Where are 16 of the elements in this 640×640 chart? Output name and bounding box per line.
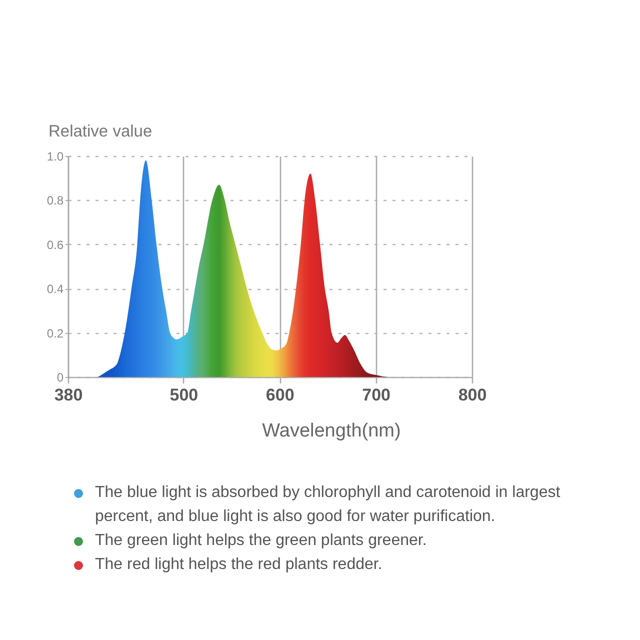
- x-tick-label: 800: [458, 386, 487, 404]
- x-tick-label: 500: [170, 386, 198, 404]
- x-tick-label: 700: [362, 386, 390, 404]
- x-tick-label: 600: [266, 386, 294, 404]
- y-tick-label: 0.8: [46, 194, 64, 208]
- y-tick-label: 0.6: [46, 238, 64, 252]
- x-axis-title: Wavelength(nm): [262, 420, 401, 442]
- y-tick-label: 0: [56, 370, 64, 384]
- y-tick-label: 0.2: [46, 326, 64, 340]
- x-tick-label: 380: [54, 386, 83, 404]
- y-axis-title: Relative value: [48, 122, 152, 140]
- text: The green light helps the green plants greener.: [95, 532, 427, 549]
- y-tick-label: 1.0: [46, 150, 64, 164]
- y-tick-label: 0.4: [46, 282, 64, 296]
- text: The red light helps the red plants redder.: [95, 556, 382, 573]
- text: The blue light is absorbed by chlorophyll and carotenoid in largest percent, and blue light is also good for water purification.: [95, 484, 560, 525]
